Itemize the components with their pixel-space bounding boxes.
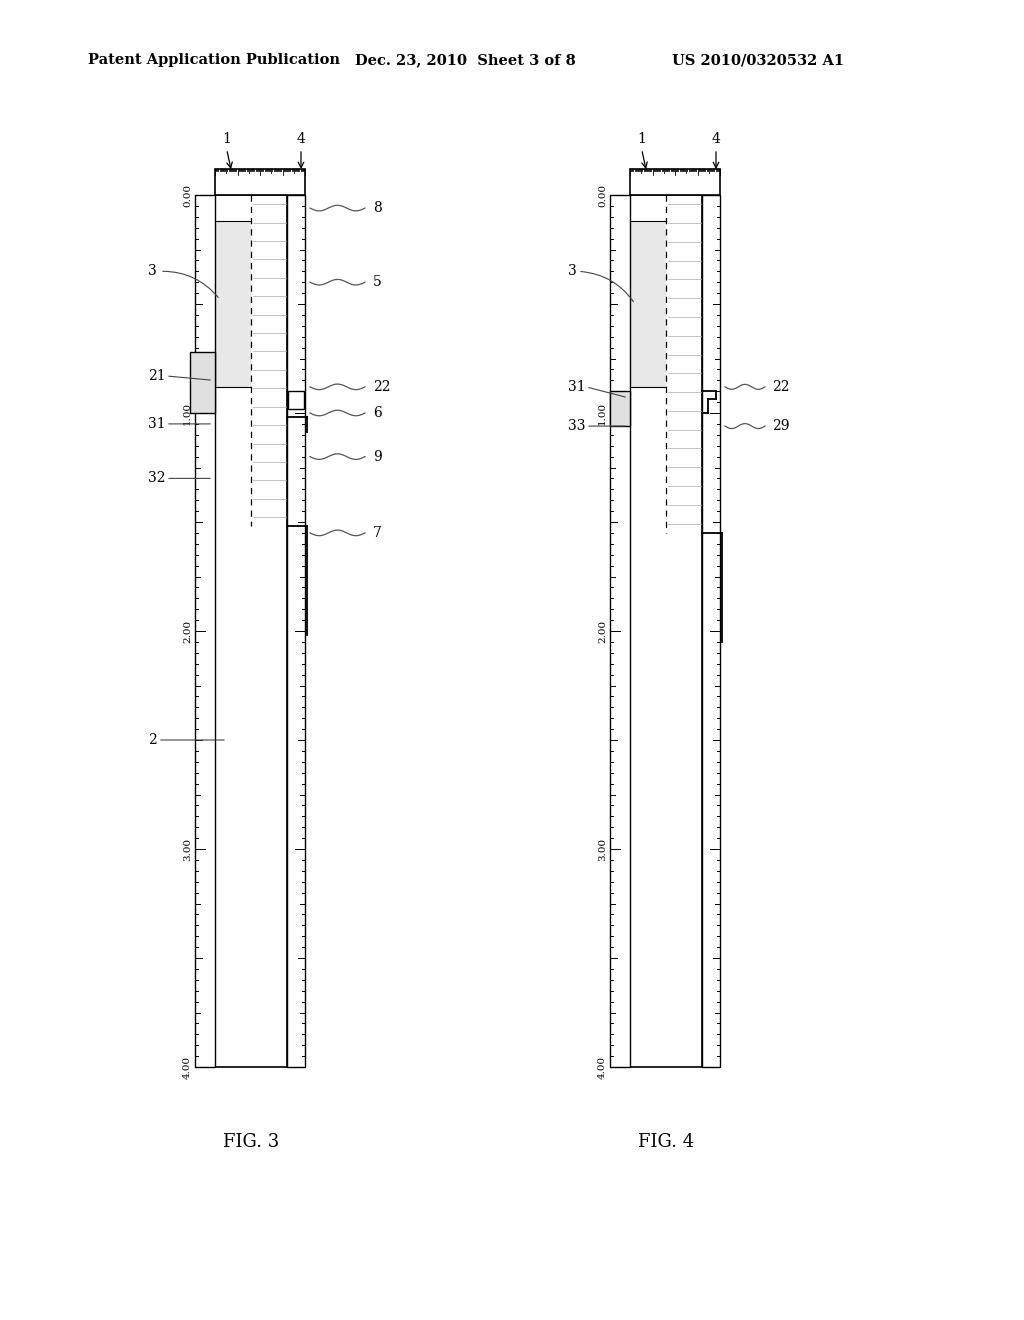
Text: 3: 3 [568,264,577,279]
Bar [287,195,305,1067]
Text: 8: 8 [373,201,382,215]
Text: FIG. 4: FIG. 4 [638,1133,694,1151]
Bar [630,195,702,1067]
Text: 33: 33 [568,418,586,433]
Text: 1: 1 [637,132,646,147]
Bar [702,195,720,1067]
Bar [215,195,287,1067]
Text: 0.00: 0.00 [598,183,607,206]
Bar [215,222,251,387]
Bar [190,352,215,413]
Text: 4.00: 4.00 [183,1056,193,1078]
Text: 2.00: 2.00 [598,619,607,643]
Text: 21: 21 [148,370,166,383]
Bar [630,195,702,1067]
Text: 22: 22 [772,380,790,393]
Text: 9: 9 [373,450,382,463]
Bar [288,391,304,409]
Bar [630,169,720,195]
Text: 2.00: 2.00 [183,619,193,643]
Bar [215,169,305,195]
Text: Dec. 23, 2010  Sheet 3 of 8: Dec. 23, 2010 Sheet 3 of 8 [355,53,575,67]
Text: US 2010/0320532 A1: US 2010/0320532 A1 [672,53,844,67]
Text: 4: 4 [297,132,305,147]
Text: 2: 2 [148,733,157,747]
Text: 6: 6 [373,407,382,420]
Text: 31: 31 [568,380,586,393]
Text: 3.00: 3.00 [183,837,193,861]
Text: 0.00: 0.00 [183,183,193,206]
Text: FIG. 3: FIG. 3 [223,1133,280,1151]
Text: 3.00: 3.00 [598,837,607,861]
Bar [610,391,630,426]
Text: 1.00: 1.00 [598,401,607,425]
Text: Patent Application Publication: Patent Application Publication [88,53,340,67]
Text: 5: 5 [373,275,382,289]
Text: 7: 7 [373,525,382,540]
Bar [195,195,215,1067]
Bar [610,195,630,1067]
Bar [610,391,630,426]
Text: 22: 22 [373,380,390,393]
Text: 1: 1 [222,132,231,147]
Bar [630,169,720,195]
Text: 3: 3 [148,264,157,279]
Text: 29: 29 [772,418,790,433]
Text: 1.00: 1.00 [183,401,193,425]
Bar [215,195,287,1067]
Text: 32: 32 [148,471,166,486]
Text: 4: 4 [712,132,721,147]
Bar [190,352,215,413]
Bar [630,222,666,387]
Bar [215,169,305,195]
Text: 4.00: 4.00 [598,1056,607,1078]
Text: 31: 31 [148,417,166,430]
